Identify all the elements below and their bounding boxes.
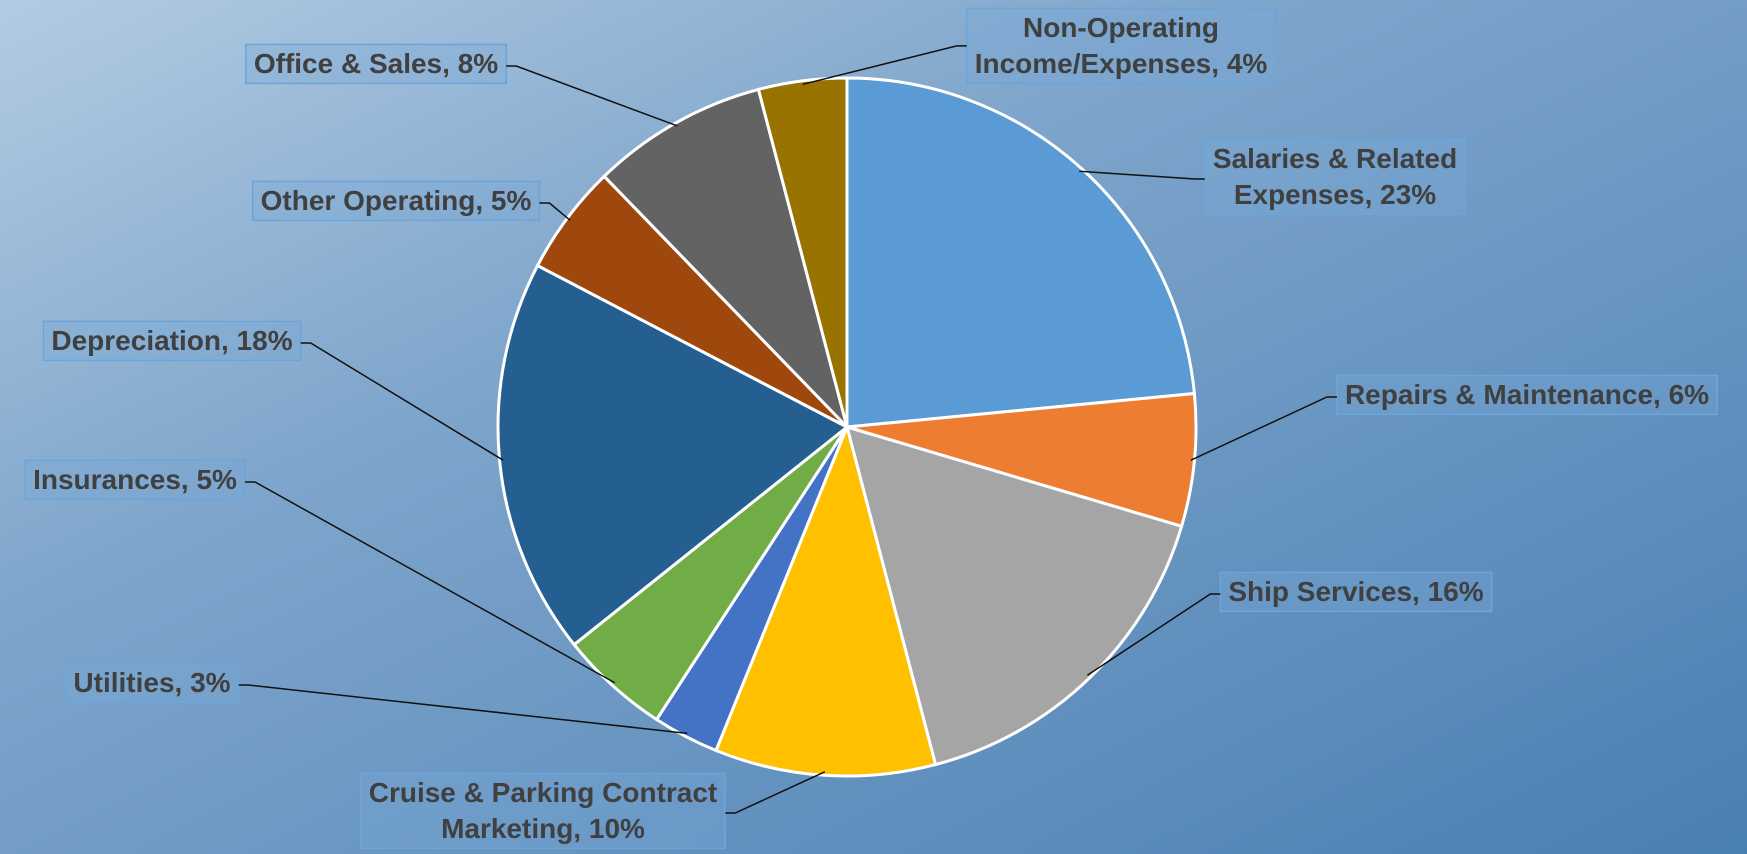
label-box: [1219, 571, 1493, 613]
data-label: Other Operating, 5%: [261, 185, 532, 216]
data-label: Office & Sales, 8%: [254, 48, 498, 79]
leader-line: [1086, 593, 1221, 676]
data-label: Cruise & Parking Contract Marketing, 10%: [369, 777, 718, 844]
data-label: Ship Services, 16%: [1228, 576, 1483, 607]
label-box: [359, 772, 727, 850]
pie-slice: [714, 422, 938, 778]
label-box: [1204, 138, 1466, 216]
leader-line: [725, 771, 826, 814]
data-label: Repairs & Maintenance, 6%: [1345, 379, 1709, 410]
label-box: [965, 7, 1277, 85]
data-label: Insurances, 5%: [33, 464, 237, 495]
label-box: [245, 43, 508, 85]
data-label: Non-Operating Income/Expenses, 4%: [975, 12, 1268, 79]
leader-line: [1079, 170, 1205, 180]
leader-line: [245, 481, 616, 684]
leader-line: [238, 684, 688, 735]
pie-slice: [844, 424, 1184, 767]
data-label: Salaries & Related Expenses, 23%: [1213, 143, 1457, 210]
leader-line: [300, 342, 504, 461]
label-box: [24, 459, 246, 501]
data-label: Depreciation, 18%: [51, 325, 292, 356]
pie-slice: [845, 76, 1197, 429]
leader-line: [506, 65, 678, 127]
pie-slice: [846, 391, 1198, 529]
data-label: Utilities, 3%: [73, 667, 230, 698]
labels: Salaries & Related Expenses, 23% Repairs &…: [24, 7, 1718, 850]
leader-line: [1190, 396, 1337, 461]
label-box: [42, 320, 302, 362]
label-box: [64, 662, 240, 704]
pie-slice: [496, 263, 850, 647]
pie-slice: [756, 76, 849, 428]
leader-line: [539, 202, 571, 221]
leader-line: [802, 45, 967, 86]
pie: [496, 76, 1198, 778]
pie-slice: [602, 87, 850, 433]
label-box: [1336, 374, 1718, 416]
label-box: [251, 180, 541, 222]
